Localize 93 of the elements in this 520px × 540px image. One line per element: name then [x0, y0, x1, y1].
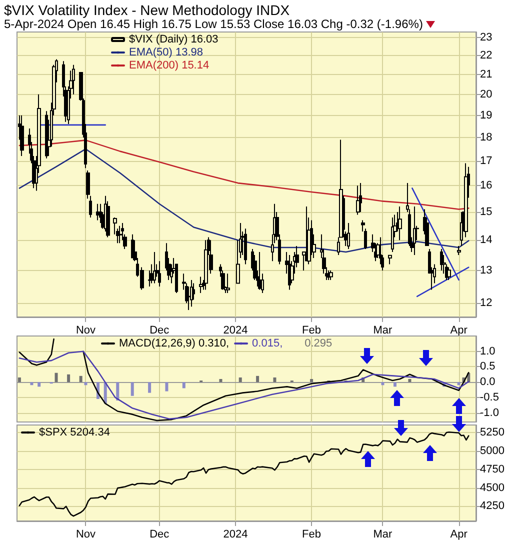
y-tick-label: 13 — [480, 264, 492, 276]
candlestick — [413, 206, 416, 256]
line-series — [18, 140, 470, 210]
candlestick — [329, 270, 333, 280]
x-tick-label: 2024 — [223, 528, 248, 540]
candlestick — [89, 195, 92, 218]
line-series — [18, 350, 470, 420]
candlestick — [72, 64, 75, 95]
y-tick-label: 5250 — [480, 426, 504, 438]
y-tick-label: 14 — [480, 234, 492, 246]
x-tick-label: Apr — [450, 528, 468, 540]
candlestick — [96, 203, 100, 221]
x-tick-label: Dec — [150, 324, 170, 336]
x-tick-label: Dec — [150, 528, 170, 540]
candlestick — [199, 276, 203, 294]
y-tick-label: 23 — [480, 31, 492, 44]
bar — [408, 379, 412, 382]
y-tick-label: 4250 — [480, 500, 504, 512]
candlestick — [86, 170, 90, 200]
y-tick-label: 0.0 — [480, 376, 496, 388]
bar — [256, 376, 260, 382]
y-tick-label: -1.0 — [480, 406, 499, 419]
bar — [310, 379, 314, 382]
bar — [54, 372, 58, 382]
x-tick-label: Mar — [373, 324, 393, 336]
legend-label: EMA(50) 13.98 — [129, 46, 203, 58]
candlestick — [190, 279, 193, 308]
x-tick-label: 2024 — [223, 324, 248, 336]
y-tick-label: 12 — [480, 297, 492, 310]
y-tick-label: 0.5 — [480, 360, 496, 373]
x-tick-label: Mar — [373, 528, 393, 540]
bar — [165, 382, 168, 392]
x-tick-label: Nov — [76, 528, 96, 540]
candlestick — [153, 252, 156, 284]
candlestick — [440, 248, 443, 271]
candlestick — [447, 266, 451, 280]
legend-label: EMA(200) 15.14 — [129, 60, 210, 72]
bar — [394, 382, 396, 387]
y-tick-label: 20 — [480, 88, 492, 100]
text: 0.295 — [304, 338, 332, 350]
chart-title: $VIX Volatility Index - New Methodology INDX — [4, 2, 290, 18]
x-tick-label: Nov — [76, 324, 96, 336]
candlestick — [391, 216, 394, 252]
candlestick — [131, 234, 134, 259]
bar — [38, 382, 41, 387]
chart-subtitle: 5-Apr-2024 Open 16.45 High 16.75 Low 15.53 Close 16.03 Chg -0.32 (-1.96%) — [4, 17, 424, 31]
candlestick — [20, 114, 24, 157]
candlestick — [457, 246, 461, 256]
candlestick — [158, 260, 161, 287]
y-tick-label: 16 — [480, 180, 492, 192]
bar — [18, 377, 21, 382]
y-tick-label: 1.0 — [480, 345, 496, 358]
legend-label: MACD(12,26,9) 0.310, — [119, 338, 230, 350]
bar — [238, 377, 242, 382]
y-tick-label: 17 — [480, 154, 492, 167]
legend-label: $SPX 5204.34 — [39, 426, 110, 438]
candlestick — [45, 110, 48, 159]
y-tick-label: 21 — [480, 68, 492, 80]
legend-label: $VIX (Daily) 16.03 — [129, 34, 218, 46]
candlestick — [118, 225, 122, 244]
x-tick-label: Apr — [450, 324, 468, 336]
candlestick — [388, 254, 392, 265]
candlestick — [226, 273, 230, 294]
y-tick-label: 5000 — [480, 444, 504, 457]
candlestick — [356, 185, 360, 216]
candlestick — [347, 222, 350, 250]
bar — [30, 382, 34, 386]
candlestick — [327, 270, 330, 280]
y-tick-label: 15 — [480, 206, 492, 218]
x-tick-label: Feb — [302, 528, 322, 540]
bar — [67, 374, 70, 382]
bar — [457, 382, 460, 386]
y-tick-label: 4750 — [480, 463, 504, 476]
bar — [219, 379, 222, 382]
bar — [84, 382, 88, 386]
candlestick — [244, 228, 247, 265]
y-tick-label: 18 — [480, 131, 492, 144]
bar — [79, 376, 82, 382]
line-series — [18, 148, 470, 253]
bar — [381, 382, 384, 386]
bar — [130, 382, 134, 396]
bar — [116, 382, 120, 400]
candlestick — [359, 182, 362, 212]
legend-label: 0.015, — [252, 338, 283, 350]
y-tick-label: 19 — [480, 109, 492, 122]
candlestick — [258, 252, 262, 290]
bar — [148, 382, 152, 393]
bar — [182, 382, 186, 388]
y-tick-label: 22 — [480, 49, 492, 62]
y-tick-label: -0.5 — [480, 391, 499, 404]
y-tick-label: 4500 — [480, 482, 504, 494]
bar — [273, 377, 276, 382]
x-tick-label: Feb — [302, 324, 322, 336]
